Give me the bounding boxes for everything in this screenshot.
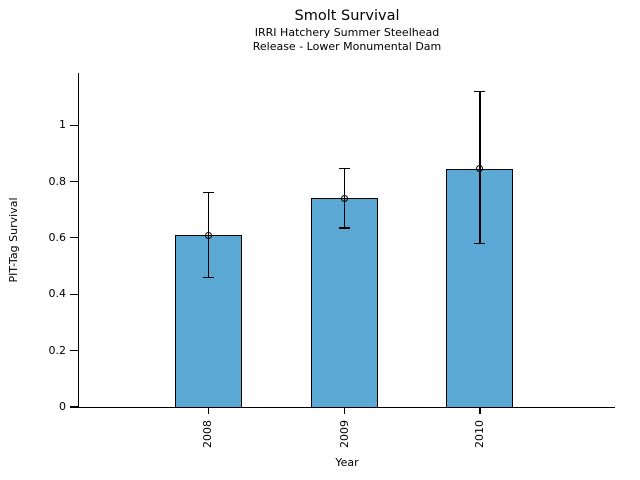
point-marker-2009 [341,194,349,202]
y-tick [70,237,78,239]
x-tick-label-2010: 2010 [472,420,486,448]
error-cap-top-2010 [474,90,486,92]
chart-subtitle-line2: Release - Lower Monumental Dam [252,39,442,53]
y-axis-label: PIT-Tag Survival [7,197,20,283]
y-tick [70,180,78,183]
point-marker-2010 [476,165,484,173]
y-tick [70,124,78,126]
chart-title: Smolt Survival [294,8,400,24]
error-cap-bottom-2008 [202,276,214,278]
y-tick-label: 1 [59,118,66,132]
y-tick [70,350,78,352]
y-tick [70,406,78,408]
y-tick-label: 0.4 [48,287,67,301]
y-tick-label: 0.2 [48,343,67,357]
x-tick-label-2009: 2009 [337,420,351,448]
y-tick [70,293,78,295]
bar-2009 [311,198,379,408]
error-cap-bottom-2009 [339,227,351,229]
x-tick-2008 [207,407,209,414]
x-axis-label: Year [335,456,359,469]
y-tick-label: 0.8 [48,174,67,188]
title-block: Smolt Survival IRRI Hatchery Summer Stee… [79,6,615,53]
error-cap-top-2009 [339,168,351,170]
error-cap-top-2008 [202,192,214,194]
x-tick-2010 [479,407,481,414]
y-tick-label: 0.6 [48,230,67,244]
chart-subtitle-line1: IRRI Hatchery Summer Steelhead [254,26,440,39]
error-cap-bottom-2010 [474,242,486,245]
y-axis-spine [78,73,80,408]
x-tick-label-2008: 2008 [201,420,215,448]
point-marker-2008 [204,231,212,239]
x-tick-2009 [344,407,346,414]
y-tick-label: 0 [59,400,66,413]
